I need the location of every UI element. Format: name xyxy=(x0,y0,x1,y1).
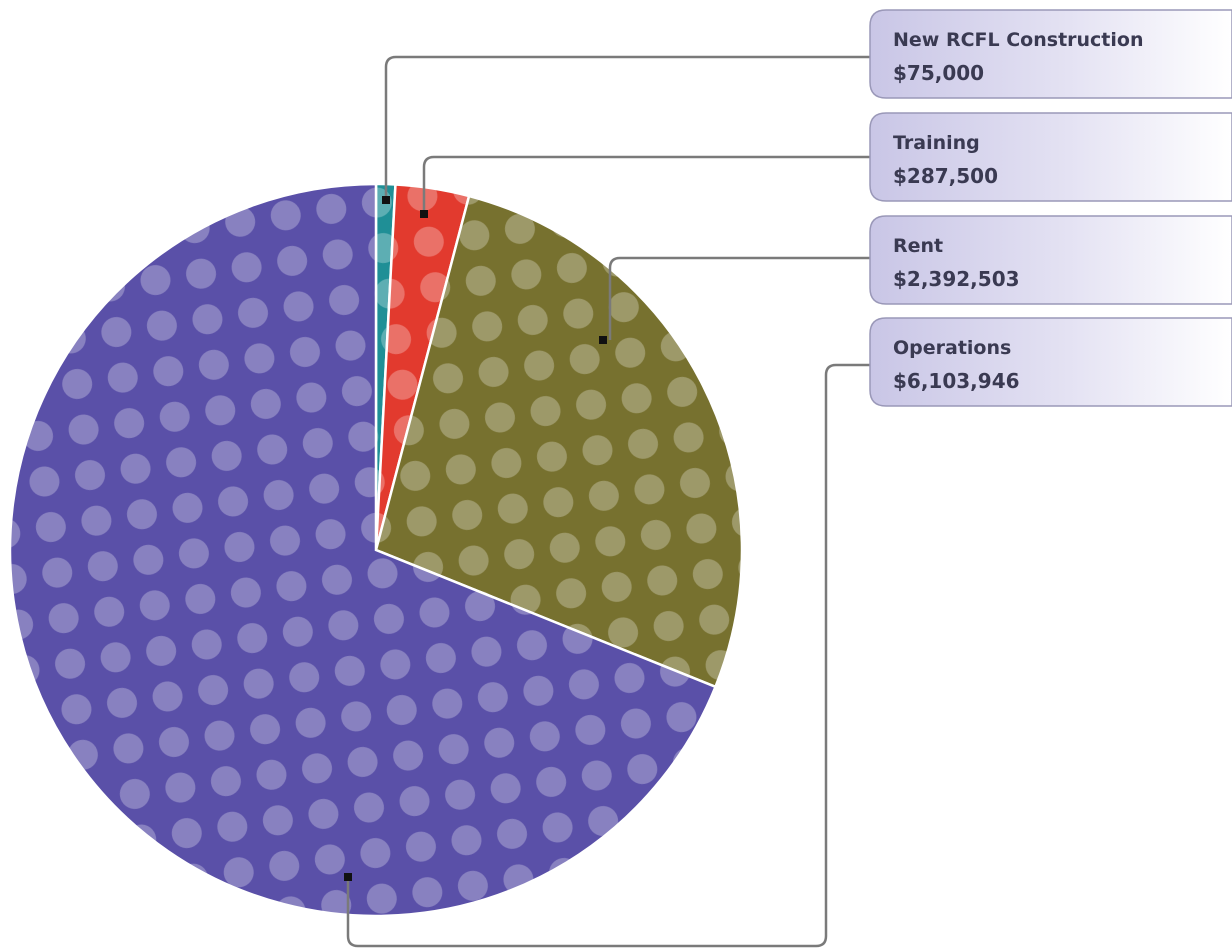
callout-value: $6,103,946 xyxy=(893,369,1020,393)
callout-category: Rent xyxy=(893,235,943,257)
callouts: New RCFL Construction $75,000 Training $287… xyxy=(344,9,1232,948)
callout-value: $2,392,503 xyxy=(893,267,1020,291)
callout-category: New RCFL Construction xyxy=(893,29,1143,51)
leader-line xyxy=(422,155,870,214)
callout-category: Operations xyxy=(893,337,1011,359)
callout-value: $287,500 xyxy=(893,164,998,188)
leader-line xyxy=(608,256,870,340)
anchor-dot xyxy=(420,210,428,218)
callout-box xyxy=(869,112,1232,202)
callout-value: $75,000 xyxy=(893,61,984,85)
leader-line xyxy=(384,55,870,200)
anchor-dot xyxy=(599,336,607,344)
callout-box xyxy=(869,9,1232,99)
callout-box xyxy=(869,215,1232,305)
pie xyxy=(8,182,744,918)
callout-category: Training xyxy=(893,132,980,154)
anchor-dot xyxy=(344,873,352,881)
anchor-dot xyxy=(382,196,390,204)
callout-box xyxy=(869,317,1232,407)
leader-line xyxy=(346,363,870,948)
